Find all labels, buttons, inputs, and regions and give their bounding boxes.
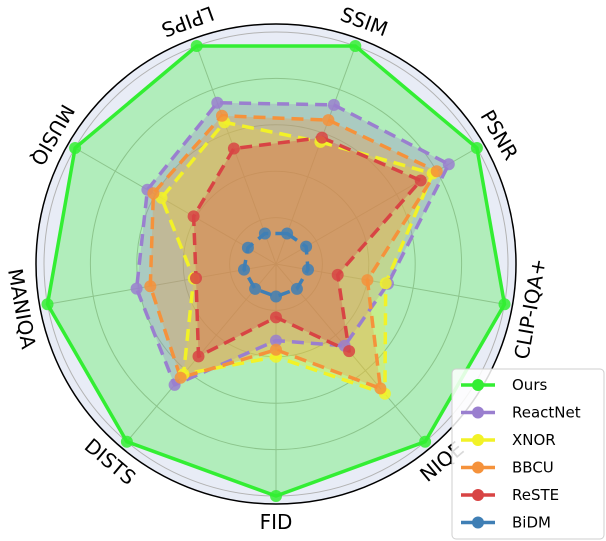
legend-marker-reactnet — [472, 406, 484, 419]
point-ours — [470, 142, 483, 154]
line-bbcu — [148, 114, 439, 391]
point-bbcu — [174, 371, 187, 384]
area-ours — [47, 46, 505, 496]
legend-label-reactnet: ReactNet — [512, 404, 581, 422]
point-bidm — [238, 263, 250, 276]
point-reste — [190, 272, 202, 285]
point-bidm — [270, 290, 282, 303]
point-reste — [414, 174, 427, 187]
point-bidm — [241, 241, 254, 254]
radar-grid — [43, 31, 509, 497]
point-ours — [190, 40, 203, 52]
point-reactnet — [442, 158, 455, 171]
point-ours — [69, 142, 82, 154]
line-xnor — [159, 120, 435, 396]
point-bidm — [290, 282, 303, 295]
point-reste — [343, 345, 356, 358]
legend-label-xnor: XNOR — [512, 431, 556, 449]
area-xnor — [161, 122, 433, 394]
grid-spoke — [74, 147, 277, 265]
point-reste — [227, 142, 240, 155]
point-reste — [316, 131, 328, 144]
legend-marker-bbcu — [472, 461, 484, 474]
point-reste — [187, 210, 200, 223]
point-bbcu — [374, 382, 387, 395]
line-ours — [45, 44, 507, 498]
line-reactnet — [134, 100, 451, 387]
point-reste — [270, 311, 282, 324]
legend-marker-reste — [472, 489, 484, 501]
point-bbcu — [322, 114, 335, 127]
legend: Ours ReactNet XNOR BBCU ReSTE BiDM — [451, 368, 605, 540]
axis-label-fid: FID — [260, 510, 293, 534]
point-reactnet — [270, 334, 282, 347]
point-bidm — [302, 263, 314, 276]
point-ours — [498, 298, 511, 311]
point-ours — [349, 40, 362, 52]
point-reactnet — [211, 96, 224, 109]
point-ours — [270, 490, 282, 502]
point-reste — [192, 350, 205, 363]
point-bbcu — [216, 109, 228, 122]
series-lines — [45, 44, 507, 498]
legend-marker-bidm — [472, 516, 484, 529]
point-xnor — [379, 277, 392, 290]
grid-spoke — [196, 45, 277, 265]
point-ours — [419, 435, 432, 448]
point-bbcu — [270, 343, 282, 356]
axis-label-maniqa: MANIQA — [3, 267, 41, 351]
point-bidm — [300, 240, 313, 253]
series-points — [41, 40, 511, 502]
series-areas — [47, 46, 505, 496]
grid-spoke — [47, 263, 277, 305]
point-ours — [120, 435, 133, 448]
point-bbcu — [361, 274, 374, 287]
legend-label-bidm: BiDM — [512, 514, 551, 532]
point-bbcu — [144, 280, 157, 293]
legend-marker-ours — [472, 379, 484, 391]
point-ours — [41, 298, 54, 311]
point-bidm — [258, 227, 271, 240]
point-bidm — [281, 227, 294, 240]
area-bbcu — [150, 115, 437, 389]
line-bidm — [242, 231, 310, 299]
legend-label-reste: ReSTE — [512, 486, 559, 504]
legend-marker-xnor — [472, 434, 484, 446]
point-bbcu — [430, 165, 443, 178]
legend-label-ours: Ours — [512, 376, 547, 394]
point-reste — [331, 268, 344, 281]
grid-spoke — [275, 45, 356, 265]
area-reactnet — [136, 102, 449, 385]
point-bidm — [249, 282, 262, 295]
point-reactnet — [327, 98, 340, 111]
point-bbcu — [147, 187, 160, 200]
line-reste — [191, 135, 423, 359]
legend-label-bbcu: BBCU — [512, 459, 554, 477]
point-reactnet — [130, 282, 143, 295]
